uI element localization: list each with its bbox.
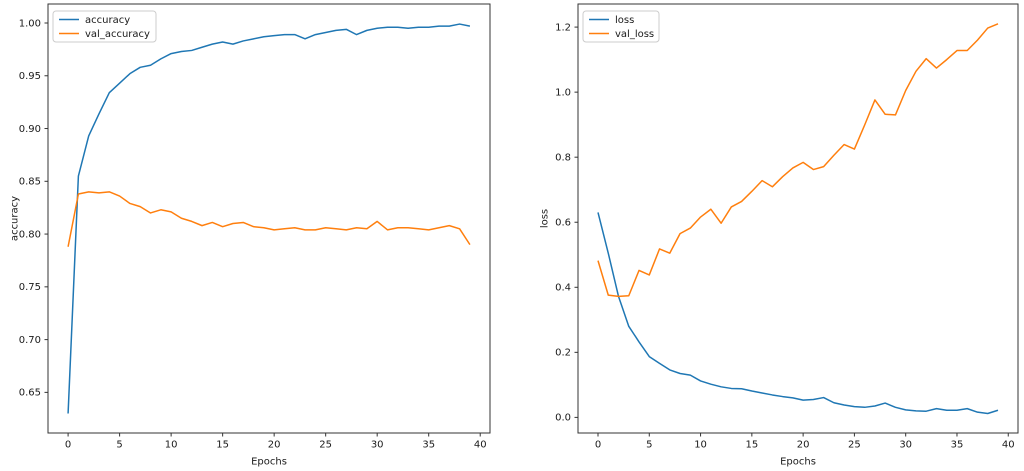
y-tick-label: 0.2: [555, 348, 571, 359]
y-tick-label: 0.95: [19, 71, 41, 82]
legend: accuracy val_accuracy: [52, 10, 157, 43]
x-tick-label: 20: [797, 439, 810, 450]
y-tick-label: 0.90: [19, 124, 41, 135]
x-tick-label: 30: [371, 439, 384, 450]
x-tick-label: 15: [216, 439, 229, 450]
accuracy-plot: 0 5 10 15 20 25 30 35 40 0.65 0.70 0.75 0.80 0.85 0.90…: [9, 3, 491, 467]
val_loss-line: [597, 23, 999, 298]
y-tick-label: 0.80: [19, 229, 41, 240]
x-tick-label: 30: [899, 439, 912, 450]
x-tick-label: 25: [848, 439, 861, 450]
loss-chart: 0 5 10 15 20 25 30 35 40 0.0 0.2 0.4 0.6 0.8 1.0 1.2 Epo…: [512, 0, 1024, 471]
x-tick-label: 35: [951, 439, 964, 450]
x-tick-label: 10: [165, 439, 178, 450]
y-axis: 0.0 0.2 0.4 0.6 0.8 1.0 1.2: [555, 22, 578, 424]
x-axis-title: Epochs: [251, 456, 287, 467]
axes-spines: [577, 3, 1019, 434]
x-tick-label: 40: [474, 439, 487, 450]
x-tick-label: 20: [268, 439, 281, 450]
y-tick-label: 0.70: [19, 335, 41, 346]
y-tick-label: 0.65: [19, 388, 41, 399]
x-tick-label: 25: [319, 439, 332, 450]
y-tick-label: 1.0: [555, 87, 571, 98]
y-tick-label: 0.75: [19, 282, 41, 293]
loss-plot: 0 5 10 15 20 25 30 35 40 0.0 0.2 0.4 0.6 0.8 1.0 1.2 Epo…: [539, 3, 1019, 467]
x-tick-label: 0: [65, 439, 71, 450]
x-tick-label: 10: [694, 439, 707, 450]
x-axis: 0 5 10 15 20 25 30 35 40: [65, 433, 487, 450]
x-axis-title: Epochs: [780, 456, 816, 467]
y-axis: 0.65 0.70 0.75 0.80 0.85 0.90 0.95 1.00: [19, 18, 48, 399]
legend-val_loss-label: val_loss: [615, 29, 654, 40]
x-tick-label: 5: [116, 439, 122, 450]
x-axis: 0 5 10 15 20 25 30 35 40: [595, 433, 1015, 450]
y-tick-label: 0.4: [555, 283, 571, 294]
legend-loss-label: loss: [615, 15, 634, 26]
val_accuracy-line: [67, 191, 471, 247]
y-tick-label: 1.2: [555, 22, 571, 33]
x-tick-label: 5: [646, 439, 652, 450]
x-tick-label: 40: [1002, 439, 1015, 450]
x-tick-label: 15: [745, 439, 758, 450]
loss-line: [597, 212, 999, 415]
legend: loss val_loss: [582, 10, 660, 43]
y-tick-label: 0.0: [555, 413, 571, 424]
legend-val_accuracy-label: val_accuracy: [85, 29, 150, 40]
x-tick-label: 0: [595, 439, 601, 450]
y-tick-label: 1.00: [19, 18, 41, 29]
x-tick-label: 35: [422, 439, 435, 450]
y-tick-label: 0.85: [19, 177, 41, 188]
y-tick-label: 0.8: [555, 152, 571, 163]
y-tick-label: 0.6: [555, 218, 571, 229]
axes-spines: [47, 3, 491, 434]
y-axis-title: accuracy: [9, 196, 20, 241]
accuracy-line: [67, 23, 471, 414]
legend-accuracy-label: accuracy: [85, 15, 130, 26]
accuracy-chart: 0 5 10 15 20 25 30 35 40 0.65 0.70 0.75 0.80 0.85 0.90…: [9, 3, 491, 467]
y-axis-title: loss: [539, 209, 550, 228]
